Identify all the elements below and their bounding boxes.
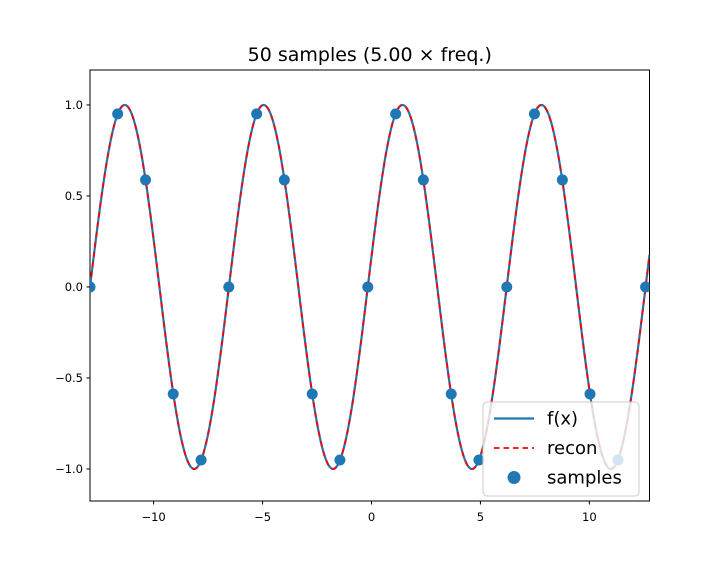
sample-point [417, 174, 429, 186]
sample-point [556, 174, 568, 186]
x-axis: −10 −5 0 5 10 [141, 501, 597, 524]
legend-samples-dot-swatch [507, 471, 521, 484]
sample-point [278, 174, 290, 186]
y-tick-label: 0.5 [65, 189, 83, 203]
y-axis: −1.0 −0.5 0.0 0.5 1.0 [55, 98, 90, 476]
y-tick-label: −1.0 [55, 462, 83, 476]
legend-item-fx: f(x) [494, 409, 578, 430]
legend-item-recon: recon [494, 438, 597, 459]
legend-frame [482, 401, 640, 497]
sample-point [362, 281, 374, 293]
sample-point [195, 454, 207, 466]
sample-point [584, 388, 596, 400]
y-tick-label: 0.0 [65, 280, 83, 294]
x-tick-label: 0 [368, 510, 375, 524]
sample-point [445, 388, 457, 400]
x-tick-label: −10 [141, 510, 165, 524]
sample-point [501, 281, 513, 293]
sample-point [473, 454, 485, 466]
sample-point [528, 108, 540, 120]
sample-point [140, 174, 152, 186]
x-tick-label: 5 [477, 510, 484, 524]
sample-point [167, 388, 179, 400]
y-tick-label: −0.5 [55, 371, 83, 385]
legend: f(x) recon samples [482, 401, 640, 497]
sample-point [390, 108, 402, 120]
data-layer [90, 103, 650, 471]
sample-point [334, 454, 346, 466]
x-tick-label: −5 [254, 510, 271, 524]
sample-point [306, 388, 318, 400]
sample-point [640, 281, 650, 293]
legend-recon-label: recon [547, 438, 597, 459]
legend-item-samples: samples [507, 468, 622, 489]
recon-line [90, 104, 650, 470]
legend-fx-label: f(x) [547, 409, 578, 430]
sample-point [251, 108, 263, 120]
sample-point [90, 281, 96, 293]
legend-samples-label: samples [547, 468, 622, 489]
sample-point [112, 108, 124, 120]
sample-point [223, 281, 235, 293]
chart-title: 50 samples (5.00 × freq.) [248, 44, 492, 66]
x-tick-label: 10 [582, 510, 597, 524]
y-tick-label: 1.0 [65, 98, 83, 112]
